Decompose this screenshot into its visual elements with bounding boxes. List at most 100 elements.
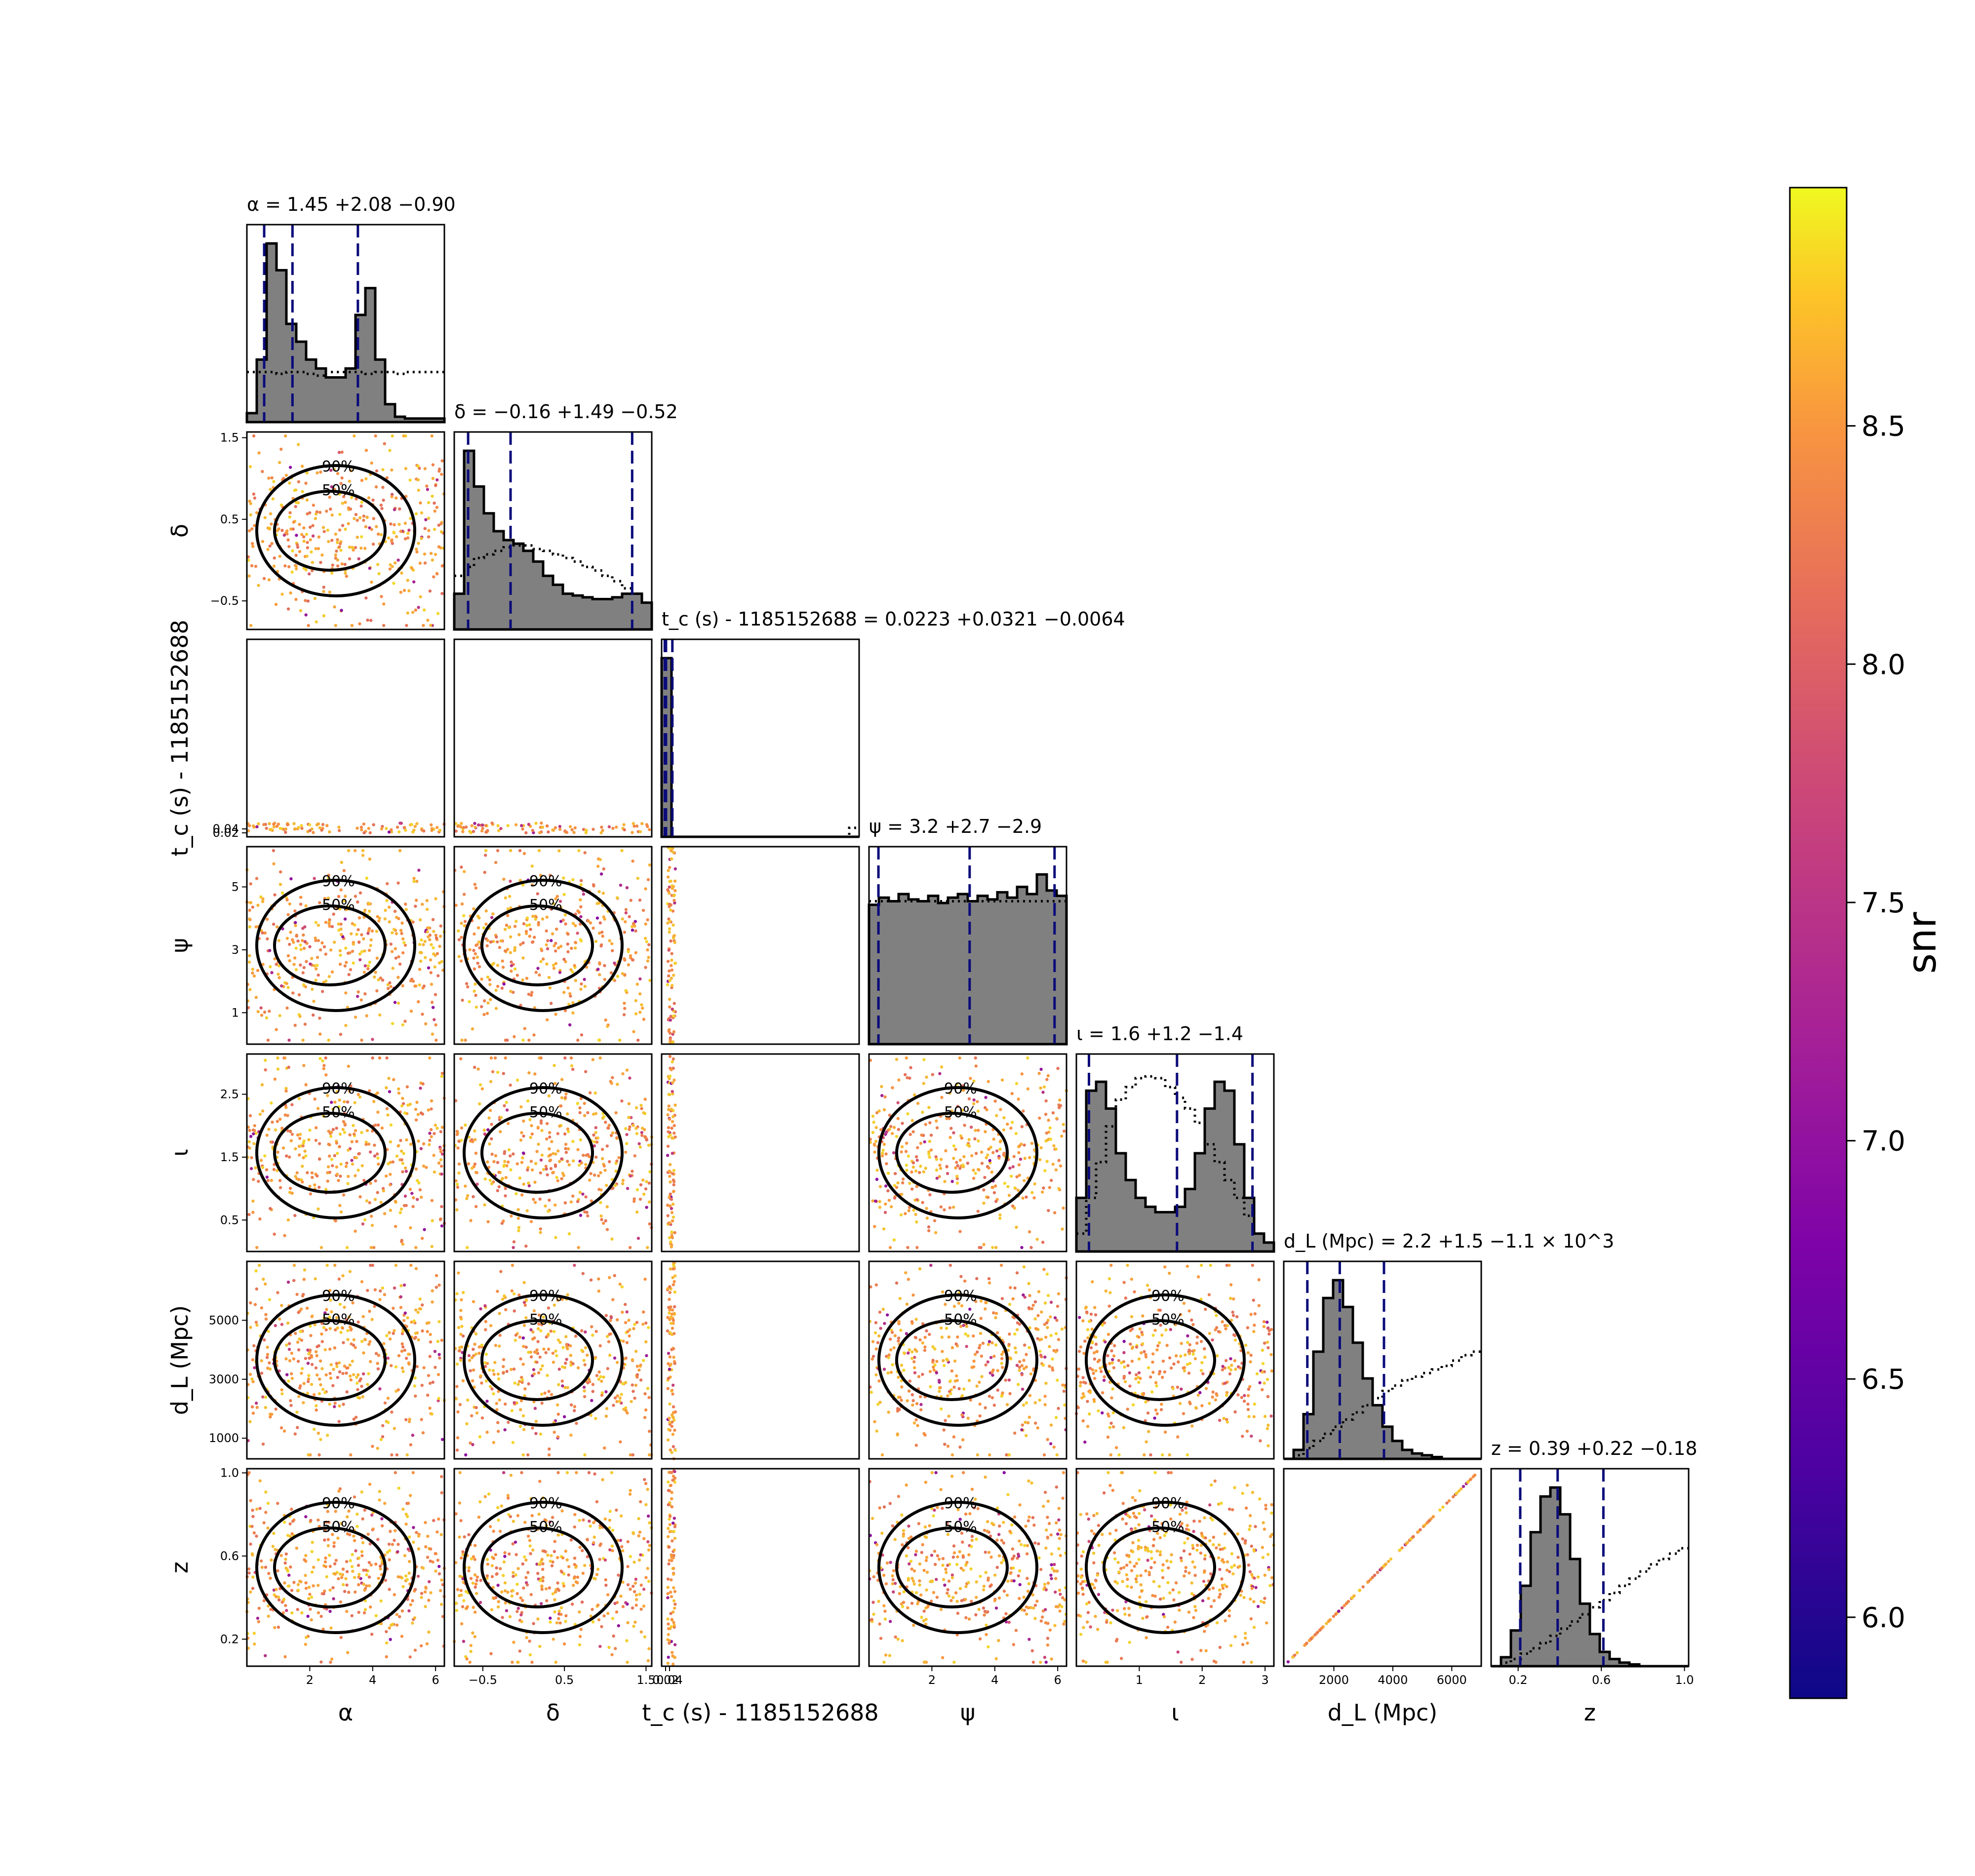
sample-point [388, 981, 392, 985]
sample-point [352, 1534, 356, 1538]
sample-point [375, 1152, 379, 1156]
sample-point [1108, 1426, 1112, 1429]
sample-point [513, 1381, 516, 1385]
sample-point [294, 924, 297, 928]
sample-point [316, 1431, 320, 1435]
sample-point [536, 967, 540, 970]
sample-point [671, 1120, 674, 1124]
sample-point [401, 1023, 404, 1027]
sample-point [297, 825, 300, 829]
sample-point [1183, 1369, 1186, 1372]
sample-point [888, 1246, 892, 1250]
sample-point [319, 470, 322, 474]
panel-frame [453, 431, 653, 630]
sample-point [339, 922, 343, 926]
sample-point [276, 1150, 279, 1154]
sample-point [359, 504, 363, 508]
sample-point [584, 1346, 588, 1350]
sample-point [498, 1333, 502, 1337]
sample-point [599, 943, 603, 947]
sample-point [375, 930, 379, 933]
sample-point [479, 1374, 482, 1377]
sample-point [370, 528, 373, 531]
sample-point [318, 510, 322, 514]
sample-point [1062, 1389, 1066, 1393]
sample-point [269, 1576, 272, 1580]
sample-point [333, 468, 336, 471]
sample-point [391, 434, 394, 438]
sample-point [1253, 1324, 1256, 1327]
sample-point [303, 1558, 306, 1562]
sample-point [319, 1660, 323, 1664]
contour-50 [1103, 1319, 1216, 1401]
sample-point [931, 1359, 935, 1362]
sample-point [292, 822, 296, 825]
sample-point [417, 1338, 420, 1342]
sample-point [482, 1128, 486, 1132]
sample-point [881, 1307, 885, 1311]
sample-point [325, 509, 328, 513]
sample-point [373, 1198, 377, 1201]
sample-point [1252, 1329, 1256, 1333]
sample-point [285, 1154, 288, 1158]
sample-point [315, 1174, 319, 1178]
sample-point [885, 1313, 889, 1317]
sample-point [338, 1098, 341, 1102]
sample-point [287, 1065, 290, 1069]
sample-point [668, 1318, 672, 1321]
sample-point [290, 1372, 293, 1375]
sample-point [371, 1445, 374, 1448]
sample-point [603, 1446, 606, 1450]
sample-point [1060, 1327, 1064, 1331]
sample-point [368, 960, 371, 964]
sample-point [1113, 1344, 1116, 1348]
sample-point [631, 1383, 634, 1387]
sample-point [636, 1237, 640, 1240]
sample-point [374, 1352, 378, 1355]
sample-point [401, 1102, 405, 1105]
sample-point [597, 890, 601, 894]
contour-50 [480, 904, 594, 986]
sample-point [1089, 1346, 1093, 1350]
sample-point [666, 1387, 670, 1390]
sample-point [399, 821, 403, 825]
sample-point [430, 1099, 434, 1103]
sample-point [1022, 1109, 1025, 1113]
sample-point [440, 1491, 443, 1494]
sample-point [1033, 1300, 1037, 1304]
sample-point [628, 1334, 631, 1338]
scatter-panel-tc-dL [661, 1260, 860, 1460]
sample-point [632, 1200, 636, 1203]
sample-point [440, 1071, 444, 1075]
sample-point [460, 1325, 464, 1328]
sample-point [511, 1441, 515, 1445]
sample-point [668, 1311, 671, 1315]
sample-point [496, 849, 500, 853]
sample-point [935, 1360, 939, 1363]
sample-point [323, 1529, 327, 1532]
scatter-panel-delta-psi: 50%90% [453, 846, 653, 1045]
sample-point [251, 905, 255, 909]
sample-point [629, 899, 632, 902]
sample-point [995, 1114, 998, 1117]
sample-point [331, 1586, 335, 1590]
sample-point [368, 566, 371, 570]
sample-point [258, 1263, 261, 1267]
sample-point [985, 1108, 988, 1112]
sample-point [977, 1129, 980, 1132]
sample-point [492, 1441, 495, 1445]
sample-point [331, 1107, 335, 1111]
sample-point [257, 1620, 261, 1624]
sample-point [634, 999, 637, 1003]
sample-point [265, 1175, 269, 1179]
sample-point [250, 542, 254, 546]
sample-point [396, 1388, 400, 1392]
sample-point [593, 1091, 597, 1095]
sample-point [551, 1351, 555, 1355]
sample-point [672, 1322, 675, 1325]
sample-point [590, 1325, 593, 1329]
sample-point [613, 1274, 616, 1278]
sample-point [411, 611, 415, 614]
sample-point [1143, 1350, 1146, 1354]
sample-point [990, 1185, 994, 1189]
